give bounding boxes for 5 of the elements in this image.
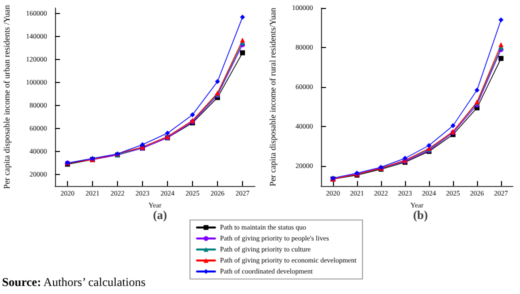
y-axis-title: Per capita disposable income of rural residents/Yuan	[268, 7, 278, 186]
source-note: Source: Authors’ calculations	[2, 275, 146, 289]
y-axis-title: Per capita disposable income of urban residents /Yuan	[2, 4, 12, 189]
text: (b)	[413, 208, 428, 222]
text: (a)	[153, 208, 167, 222]
